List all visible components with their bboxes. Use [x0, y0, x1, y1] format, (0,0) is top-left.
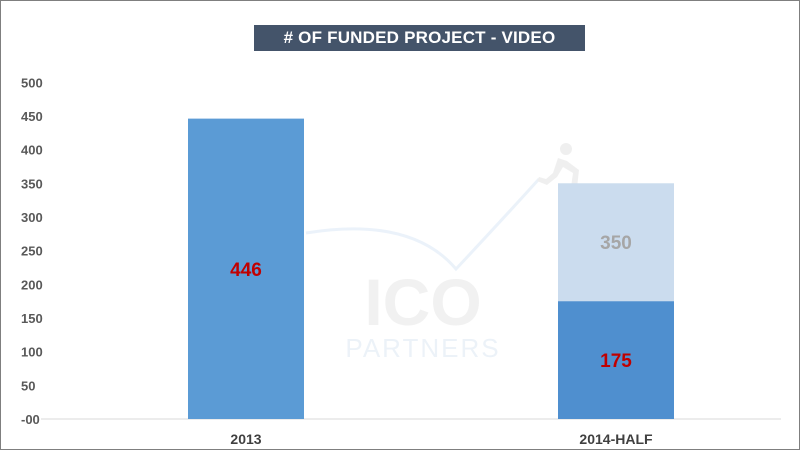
- data-label-2013: 446: [230, 260, 262, 281]
- y-tick-label: 450: [21, 109, 43, 124]
- watermark: ICO PARTNERS: [305, 143, 579, 363]
- bars: 446 175 350: [188, 118, 674, 419]
- y-tick-label: 100: [21, 345, 43, 360]
- y-tick-label: 500: [21, 75, 43, 90]
- y-tick-label: 350: [21, 176, 43, 191]
- watermark-brand-text: PARTNERS: [345, 333, 500, 363]
- bar-2013: [188, 118, 304, 419]
- watermark-logo-text: ICO: [364, 265, 481, 339]
- x-tick-label: 2014-HALF: [579, 431, 653, 447]
- watermark-arc: [305, 177, 541, 272]
- y-tick-label: -00: [21, 412, 40, 427]
- y-tick-label: 250: [21, 244, 43, 259]
- data-label-2014-half-actual: 175: [600, 351, 632, 372]
- y-tick-label: 50: [21, 378, 35, 393]
- runner-icon: [537, 143, 579, 188]
- x-axis: 2013 2014-HALF: [230, 431, 653, 447]
- bar-2014-half-projection: [558, 183, 674, 302]
- bar-2014-half-actual: [558, 301, 674, 419]
- y-tick-label: 400: [21, 143, 43, 158]
- chart-title: # OF FUNDED PROJECT - VIDEO GAMES: [254, 25, 585, 73]
- x-tick-label: 2013: [230, 431, 261, 447]
- data-label-2014-half-projection: 350: [600, 233, 632, 254]
- y-axis: -00 50 100 150 200 250 300 350 400 450 500: [21, 75, 43, 427]
- y-tick-label: 300: [21, 210, 43, 225]
- y-tick-label: 150: [21, 311, 43, 326]
- y-tick-label: 200: [21, 277, 43, 292]
